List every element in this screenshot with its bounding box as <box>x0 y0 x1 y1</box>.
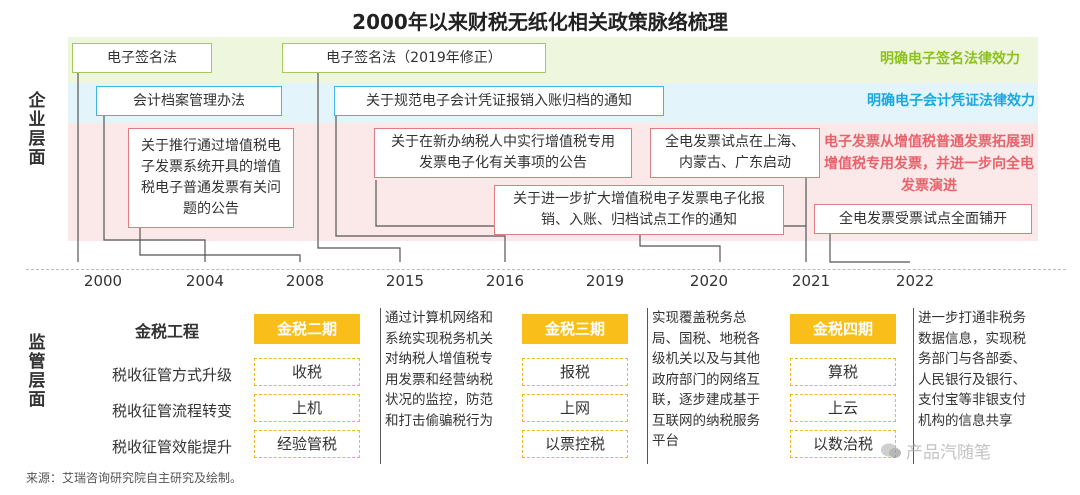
year-2000: 2000 <box>83 272 123 290</box>
year-2020: 2020 <box>689 272 729 290</box>
connector-2004 <box>103 114 206 262</box>
year-2021: 2021 <box>791 272 831 290</box>
year-2015: 2015 <box>385 272 425 290</box>
row-label-method: 税收征管方式升级 <box>111 366 232 384</box>
phase-3-item-efficiency: 以票控税 <box>522 430 628 458</box>
policy-new-taxpayer-special-invoice: 关于在新办纳税人中实行增值税专用发票电子化有关事项的公告 <box>374 128 632 178</box>
phase-2-item-process: 上机 <box>254 394 360 422</box>
regulatory-level-label: 监管层面 <box>28 333 46 410</box>
year-2008: 2008 <box>285 272 325 290</box>
phase-4-item-process: 上云 <box>790 394 896 422</box>
phase-4-description: 进一步打通非税务数据信息，实现税务部门与各部委、人民银行及银行、支付宝等非银支付… <box>913 308 1031 464</box>
policy-expand-e-invoice-pilot: 关于进一步扩大增值税电子发票电子化报销、入账、归档试点工作的通知 <box>494 185 784 235</box>
watermark: 产品汽随笔 <box>880 438 991 463</box>
phase-4-item-method: 算税 <box>790 358 896 386</box>
policy-accounting-archive: 会计档案管理办法 <box>96 86 282 116</box>
policy-e-accounting-voucher: 关于规范电子会计凭证报销入账归档的通知 <box>334 86 664 116</box>
connector-2022 <box>829 230 910 263</box>
wechat-icon <box>880 442 902 460</box>
note-signature-validity: 明确电子签名法律效力 <box>880 51 1020 67</box>
phase-4-title: 金税四期 <box>790 314 896 344</box>
connector-2016 <box>335 114 506 262</box>
page-title: 2000年以来财税无纸化相关政策脉络梳理 <box>352 10 728 34</box>
row-label-process: 税收征管流程转变 <box>111 402 232 420</box>
year-2004: 2004 <box>185 272 225 290</box>
golden-tax-project-title: 金税工程 <box>134 322 199 341</box>
policy-full-e-invoice-pilot: 全电发票试点在上海、内蒙古、广东启动 <box>650 128 820 178</box>
policy-e-signature-law-2019: 电子签名法（2019年修正） <box>282 43 546 73</box>
row-label-efficiency: 税收征管效能提升 <box>111 438 232 456</box>
watermark-text: 产品汽随笔 <box>906 443 991 463</box>
phase-2-item-efficiency: 经验管税 <box>254 430 360 458</box>
policy-e-signature-law: 电子签名法 <box>72 43 212 73</box>
phase-2-item-method: 收税 <box>254 358 360 386</box>
phase-3-item-method: 报税 <box>522 358 628 386</box>
policy-vat-e-invoice: 关于推行通过增值税电子发票系统开具的增值税电子普通发票有关问题的公告 <box>128 128 294 228</box>
connector-2008 <box>139 226 301 262</box>
policy-full-e-invoice-receiving: 全电发票受票试点全面铺开 <box>814 204 1032 234</box>
year-2019: 2019 <box>585 272 625 290</box>
phase-4-item-efficiency: 以数治税 <box>790 430 896 458</box>
note-invoice-evolution: 电子发票从增值税普通发票拓展到增值税专用发票，并进一步向全电发票演进 <box>824 134 1034 194</box>
connector-2015 <box>317 72 401 262</box>
enterprise-level-label: 企业层面 <box>28 91 46 168</box>
band-signature <box>68 37 1038 83</box>
phase-3-title: 金税三期 <box>522 314 628 344</box>
year-2016: 2016 <box>485 272 525 290</box>
phase-2-description: 通过计算机网络和系统实现税务机关对纳税人增值税专用发票和经营纳税状况的监控，防范… <box>380 308 498 464</box>
year-2022: 2022 <box>895 272 935 290</box>
connector-2019a <box>375 180 500 227</box>
phase-2-title: 金税二期 <box>254 314 360 344</box>
source-note: 来源：艾瑞咨询研究院自主研究及绘制。 <box>26 471 243 485</box>
timeline-axis <box>26 269 1066 270</box>
note-voucher-validity: 明确电子会计凭证法律效力 <box>867 93 1035 109</box>
phase-3-item-process: 上网 <box>522 394 628 422</box>
phase-3-description: 实现覆盖税务总局、国税、地税各级机关以及与其他政府部门的网络互联，逐步建成基于互… <box>647 308 765 464</box>
